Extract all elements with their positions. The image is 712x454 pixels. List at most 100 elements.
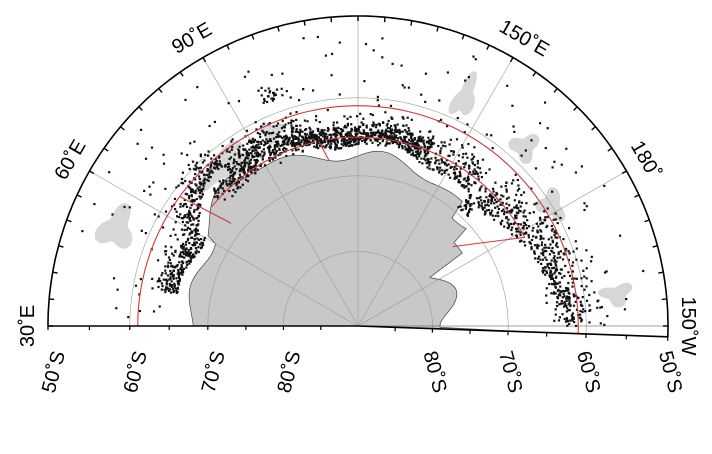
- obs-point: [406, 133, 409, 136]
- obs-point: [275, 136, 278, 139]
- obs-point: [580, 165, 583, 168]
- obs-point: [254, 161, 257, 164]
- obs-point: [221, 182, 225, 185]
- obs-point: [375, 131, 378, 134]
- obs-point: [353, 143, 356, 146]
- obs-point: [319, 144, 322, 147]
- obs-point: [516, 178, 519, 182]
- obs-point: [565, 295, 568, 298]
- parallel-label-right-70: 70˚S: [494, 349, 526, 396]
- obs-point: [347, 131, 350, 134]
- obs-point: [315, 146, 318, 149]
- obs-point: [294, 145, 297, 148]
- obs-point: [206, 168, 209, 171]
- obs-point: [514, 173, 517, 176]
- obs-point: [625, 297, 628, 301]
- obs-point: [340, 147, 343, 150]
- obs-point: [356, 128, 359, 131]
- obs-point: [493, 202, 496, 205]
- obs-point: [238, 152, 241, 155]
- obs-point: [465, 180, 468, 183]
- obs-point: [329, 147, 332, 150]
- obs-point: [242, 171, 245, 174]
- obs-point: [529, 242, 532, 245]
- obs-point: [419, 152, 422, 155]
- obs-point: [460, 209, 463, 212]
- obs-point: [369, 128, 372, 131]
- obs-point: [550, 236, 553, 239]
- obs-point: [207, 150, 210, 153]
- obs-point: [485, 133, 488, 136]
- obs-point: [492, 196, 495, 199]
- obs-point: [194, 173, 197, 176]
- obs-point: [164, 210, 168, 213]
- obs-point: [452, 150, 455, 154]
- obs-point: [361, 123, 365, 126]
- obs-point: [186, 239, 189, 242]
- obs-point: [565, 247, 568, 250]
- obs-point: [606, 315, 609, 318]
- obs-point: [198, 211, 201, 215]
- obs-point: [190, 204, 193, 207]
- obs-point: [577, 297, 580, 300]
- obs-point: [585, 267, 588, 270]
- obs-point: [568, 309, 571, 312]
- obs-point: [322, 140, 325, 143]
- obs-point: [546, 207, 549, 210]
- region-inner-arc-a: [210, 141, 316, 208]
- obs-point: [538, 255, 541, 258]
- obs-point: [581, 296, 584, 299]
- obs-point: [563, 274, 566, 278]
- obs-point: [545, 270, 548, 273]
- obs-point: [174, 287, 177, 290]
- parallel-60s: [129, 97, 587, 335]
- obs-point: [184, 214, 187, 217]
- obs-point: [401, 144, 404, 148]
- obs-point: [550, 277, 553, 281]
- obs-point: [285, 154, 288, 157]
- obs-point: [565, 299, 568, 302]
- obs-point: [294, 130, 297, 133]
- frame-tick: [607, 147, 613, 152]
- obs-point: [387, 119, 390, 122]
- obs-point: [164, 272, 167, 275]
- obs-point: [507, 227, 510, 230]
- obs-point: [528, 240, 531, 244]
- obs-point: [299, 128, 302, 131]
- obs-point: [416, 157, 419, 160]
- obs-point: [381, 132, 384, 135]
- obs-point: [411, 133, 414, 136]
- obs-point: [432, 135, 435, 138]
- obs-point: [555, 260, 558, 263]
- obs-point: [276, 122, 280, 125]
- obs-point: [349, 140, 353, 143]
- obs-point: [261, 139, 264, 142]
- obs-point: [383, 134, 386, 137]
- obs-point: [335, 131, 338, 134]
- obs-point: [437, 144, 440, 148]
- obs-point: [426, 148, 429, 151]
- obs-point: [272, 125, 275, 128]
- obs-point: [410, 136, 413, 139]
- obs-point: [395, 134, 398, 137]
- obs-point: [371, 134, 374, 137]
- obs-point: [311, 131, 314, 134]
- obs-point: [497, 207, 500, 211]
- obs-point: [536, 243, 539, 246]
- obs-point: [364, 132, 367, 136]
- obs-point: [296, 137, 299, 140]
- obs-point: [294, 135, 297, 139]
- obs-point: [561, 296, 564, 299]
- obs-point: [272, 137, 276, 140]
- obs-point: [476, 166, 479, 169]
- obs-point: [243, 161, 246, 164]
- obs-point: [495, 201, 498, 204]
- obs-point: [168, 288, 171, 291]
- obs-point: [564, 303, 567, 306]
- obs-point: [289, 96, 292, 99]
- obs-point: [279, 161, 282, 164]
- obs-point: [415, 147, 418, 150]
- obs-point: [453, 171, 457, 174]
- obs-point: [424, 100, 427, 103]
- obs-point: [263, 98, 266, 101]
